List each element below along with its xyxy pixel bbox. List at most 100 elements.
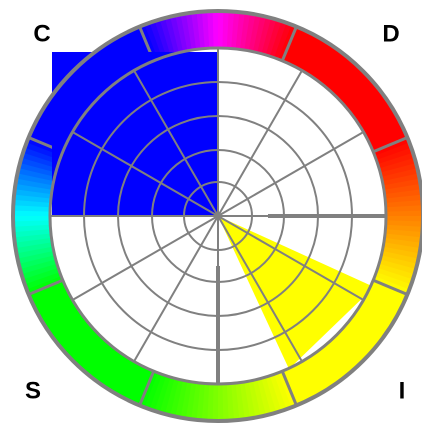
ring-slice [42,303,78,328]
ring-slice [339,74,372,105]
ring-slice [351,91,385,118]
ring-slice [80,340,109,372]
ring-slice [191,12,202,50]
ring-slice [159,17,176,55]
ring-slice [382,173,420,187]
ring-slice [14,182,53,195]
ring-slice [207,11,215,49]
ring-slice [260,377,277,415]
grid-spoke [133,70,219,217]
ring-slice [190,382,201,420]
ring-slice [384,189,422,200]
ring-slice [336,71,368,101]
ring-slice [329,337,360,370]
ring-slice [356,99,391,126]
ring-slice [51,314,85,341]
ring-divider [28,278,64,296]
grid-spoke [217,131,364,217]
outer-border [11,9,422,423]
ring-slice [384,233,422,244]
ring-slice [353,95,388,122]
ring-slice [143,372,162,410]
ring-slice [212,11,220,49]
ring-slice [15,177,53,190]
ring-slice [170,15,184,53]
ring-slice [363,296,399,320]
ring-slice [21,151,59,169]
ring-slice [301,359,326,395]
ring-slice [105,356,131,391]
yellow-wedge [218,216,374,369]
ring-slice [323,343,352,376]
ring-slice [376,147,414,165]
ring-slice [342,325,374,354]
ring-slice [101,353,127,388]
ring-slice [164,16,180,54]
ring-slice [231,11,241,50]
ring-slice [22,267,60,285]
ring-slice [148,374,167,411]
ring-slice [378,259,417,276]
ring-slice [200,383,210,421]
ring-slice [180,13,193,51]
ring-slice [234,382,245,420]
ring-slice [336,331,367,362]
ring-slice [380,162,418,178]
ring-slice [24,271,62,290]
ring-slice [23,146,60,165]
ring-slice [374,272,412,291]
ring-slice [32,287,69,310]
ring-slice [377,263,415,281]
ring-slice [174,380,188,418]
ring-slice [169,379,184,417]
ring-slice [345,321,378,350]
ring-slice [381,250,419,265]
ring-slice [312,351,339,386]
ring-slice [269,374,287,412]
label-d: D [382,20,399,47]
ring-divider [280,370,298,406]
ring-slice [363,113,399,137]
ring-slice [16,172,54,186]
ring-slice [269,21,288,58]
ring-slice [248,14,262,52]
ring-divider [138,370,156,406]
ring-slice [377,152,415,170]
ring-slice [26,275,63,295]
ring-slice [76,337,106,369]
ring-slice [216,383,224,421]
ring-slice [18,254,56,270]
ring-slice [221,383,229,421]
ring-slice [383,242,421,255]
ring-slice [239,381,251,420]
ring-slice [226,11,236,49]
ring-slice [285,367,307,404]
ring-slice [308,354,335,389]
ring-slice [114,361,138,397]
ring-slice [252,15,267,53]
ring-slice [16,245,54,259]
ring-slice [273,372,292,410]
ring-slice [379,157,417,174]
ring-slice [163,378,179,416]
ring-slice [68,331,100,361]
ring-slice [34,291,71,314]
ring-slice [385,205,422,213]
ring-slice [385,210,422,218]
ring-slice [21,262,59,280]
ring-slice [348,318,381,346]
label-s: S [25,377,41,404]
ring-slice [277,371,297,408]
ring-slice [247,380,261,418]
ring-slice [154,19,172,57]
ring-slice [383,178,421,191]
ring-slice [239,12,252,51]
ring-slice [367,122,404,145]
ring-slice [383,237,422,250]
ring-slice [88,346,116,379]
ring-slice [313,47,340,81]
ring-slice [339,328,371,358]
ring-slice [48,310,83,337]
ring-slice [294,33,317,69]
ring-slice [13,219,51,227]
